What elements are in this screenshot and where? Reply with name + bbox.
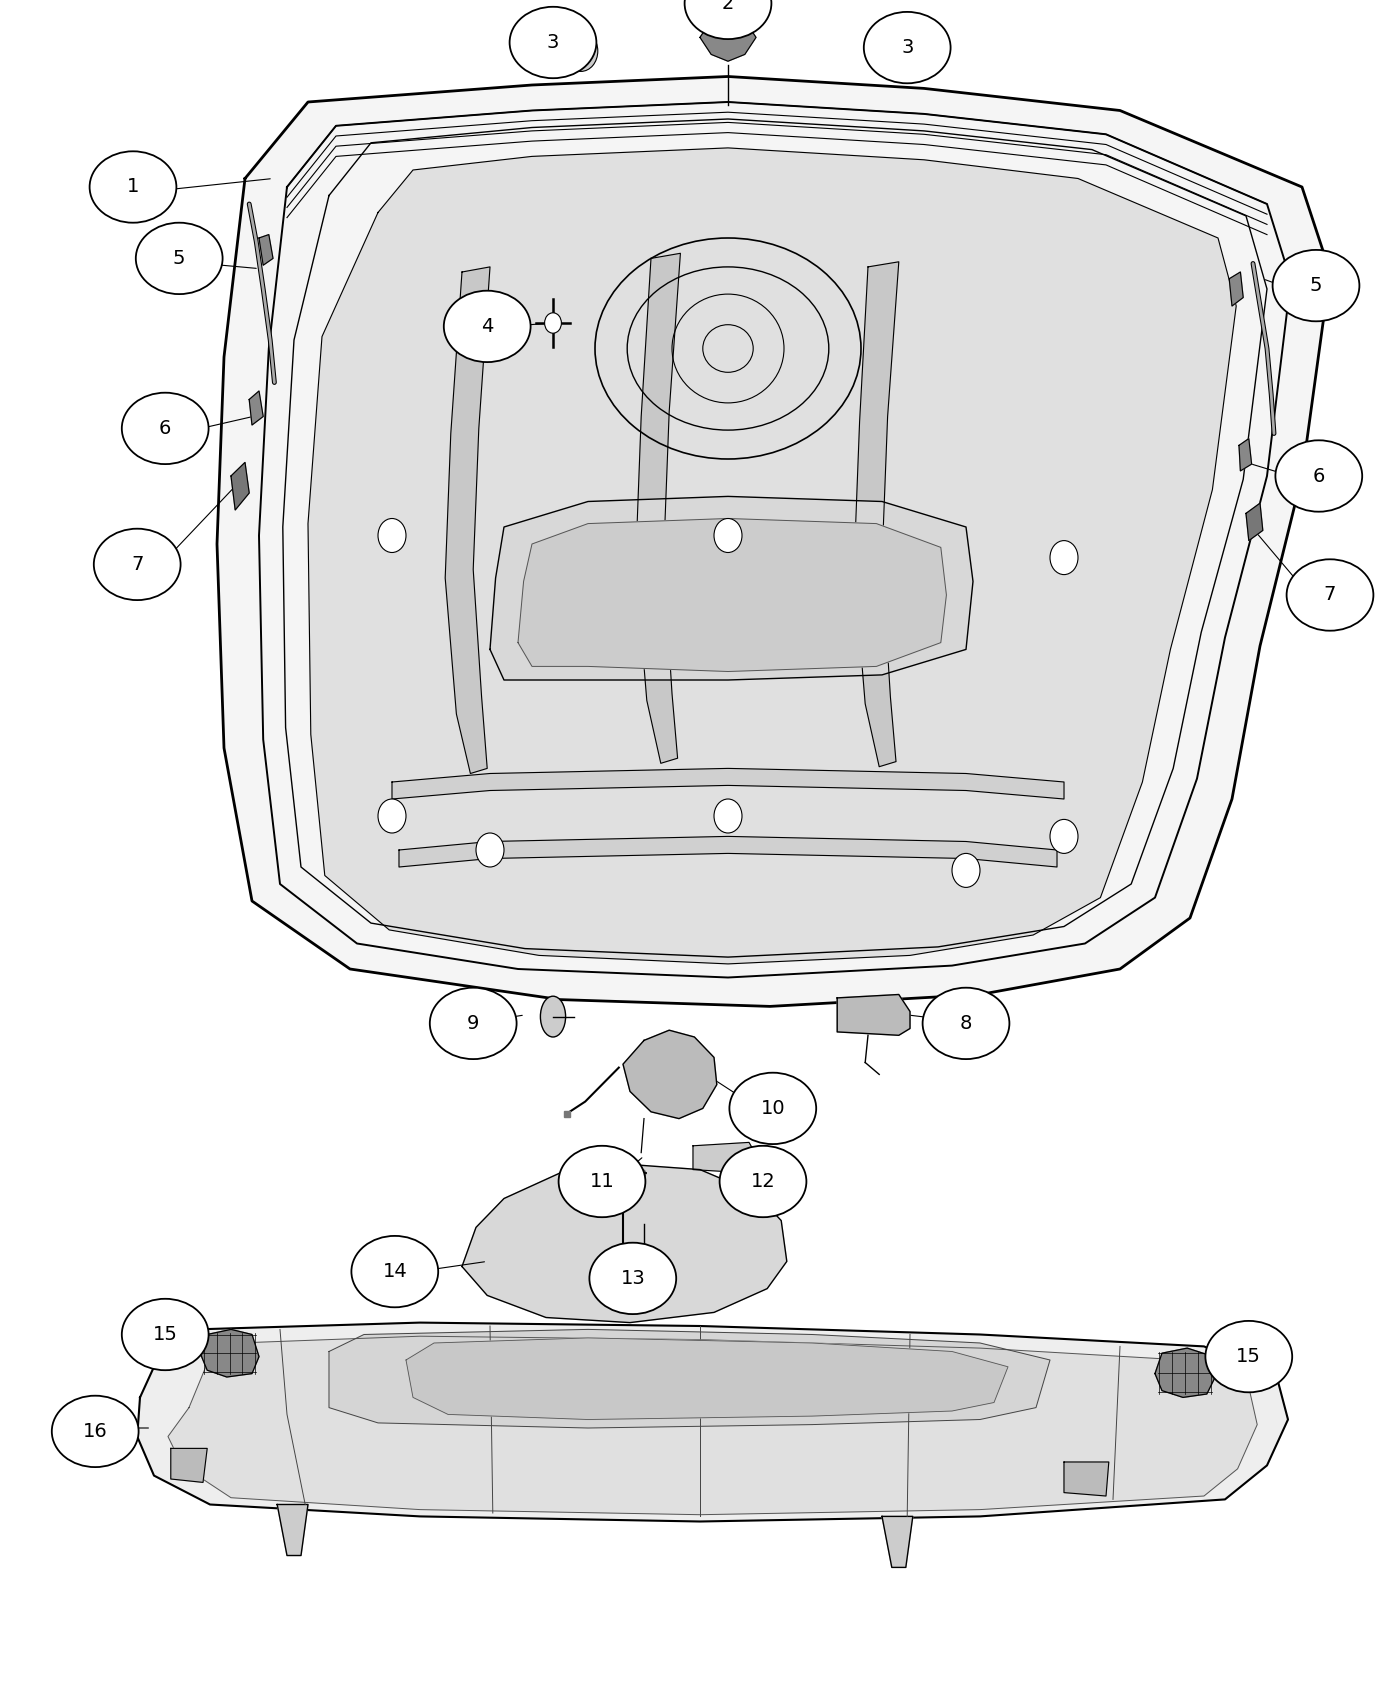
Ellipse shape: [559, 1146, 645, 1217]
Text: 4: 4: [482, 316, 493, 337]
Polygon shape: [399, 836, 1057, 867]
Text: 14: 14: [382, 1261, 407, 1282]
Polygon shape: [854, 262, 899, 767]
Polygon shape: [490, 496, 973, 680]
Ellipse shape: [923, 988, 1009, 1059]
Circle shape: [378, 799, 406, 833]
Polygon shape: [700, 14, 756, 61]
Ellipse shape: [90, 151, 176, 223]
Text: 11: 11: [589, 1171, 615, 1192]
Polygon shape: [882, 1516, 913, 1567]
Text: 5: 5: [174, 248, 185, 269]
Polygon shape: [518, 518, 946, 672]
Circle shape: [564, 31, 598, 71]
Ellipse shape: [52, 1396, 139, 1467]
Polygon shape: [259, 235, 273, 265]
Polygon shape: [249, 391, 263, 425]
Text: 7: 7: [132, 554, 143, 575]
Text: 10: 10: [760, 1098, 785, 1119]
Ellipse shape: [685, 0, 771, 39]
Polygon shape: [308, 148, 1236, 964]
Circle shape: [1050, 541, 1078, 575]
Text: 3: 3: [902, 37, 913, 58]
Circle shape: [952, 853, 980, 887]
Text: 5: 5: [1310, 275, 1322, 296]
Polygon shape: [200, 1329, 259, 1377]
Polygon shape: [137, 1323, 1288, 1522]
Circle shape: [881, 41, 897, 61]
Ellipse shape: [444, 291, 531, 362]
Text: 6: 6: [160, 418, 171, 439]
Ellipse shape: [540, 996, 566, 1037]
Ellipse shape: [122, 1299, 209, 1370]
Circle shape: [714, 518, 742, 552]
Text: 13: 13: [620, 1268, 645, 1289]
Text: 9: 9: [468, 1013, 479, 1034]
Polygon shape: [693, 1142, 759, 1173]
Ellipse shape: [1287, 559, 1373, 631]
Text: 15: 15: [1236, 1346, 1261, 1367]
Ellipse shape: [729, 1073, 816, 1144]
Ellipse shape: [864, 12, 951, 83]
Polygon shape: [623, 1030, 717, 1119]
Ellipse shape: [430, 988, 517, 1059]
Ellipse shape: [351, 1236, 438, 1307]
Ellipse shape: [720, 1146, 806, 1217]
Text: 7: 7: [1324, 585, 1336, 605]
Text: 3: 3: [547, 32, 559, 53]
Circle shape: [1050, 819, 1078, 853]
Text: 16: 16: [83, 1421, 108, 1442]
Text: 8: 8: [960, 1013, 972, 1034]
Polygon shape: [636, 253, 680, 763]
Circle shape: [714, 799, 742, 833]
Text: 15: 15: [153, 1324, 178, 1345]
Polygon shape: [171, 1448, 207, 1482]
Circle shape: [872, 31, 906, 71]
Circle shape: [476, 833, 504, 867]
Polygon shape: [1064, 1462, 1109, 1496]
Polygon shape: [329, 1329, 1050, 1428]
Polygon shape: [1229, 272, 1243, 306]
Polygon shape: [168, 1336, 1257, 1515]
Polygon shape: [406, 1338, 1008, 1420]
Polygon shape: [1239, 439, 1252, 471]
Polygon shape: [231, 462, 249, 510]
Circle shape: [378, 518, 406, 552]
Polygon shape: [1246, 503, 1263, 541]
Ellipse shape: [94, 529, 181, 600]
Text: 2: 2: [722, 0, 734, 14]
Ellipse shape: [1275, 440, 1362, 512]
Polygon shape: [445, 267, 490, 774]
Polygon shape: [1155, 1348, 1215, 1397]
Polygon shape: [837, 994, 910, 1035]
Ellipse shape: [589, 1243, 676, 1314]
Ellipse shape: [1205, 1321, 1292, 1392]
Polygon shape: [277, 1504, 308, 1556]
Text: 6: 6: [1313, 466, 1324, 486]
Circle shape: [545, 313, 561, 333]
Polygon shape: [217, 76, 1330, 1006]
Ellipse shape: [510, 7, 596, 78]
Polygon shape: [392, 768, 1064, 799]
Ellipse shape: [1273, 250, 1359, 321]
Text: 12: 12: [750, 1171, 776, 1192]
Ellipse shape: [122, 393, 209, 464]
Polygon shape: [462, 1164, 787, 1323]
Circle shape: [573, 41, 589, 61]
Ellipse shape: [136, 223, 223, 294]
Text: 1: 1: [127, 177, 139, 197]
